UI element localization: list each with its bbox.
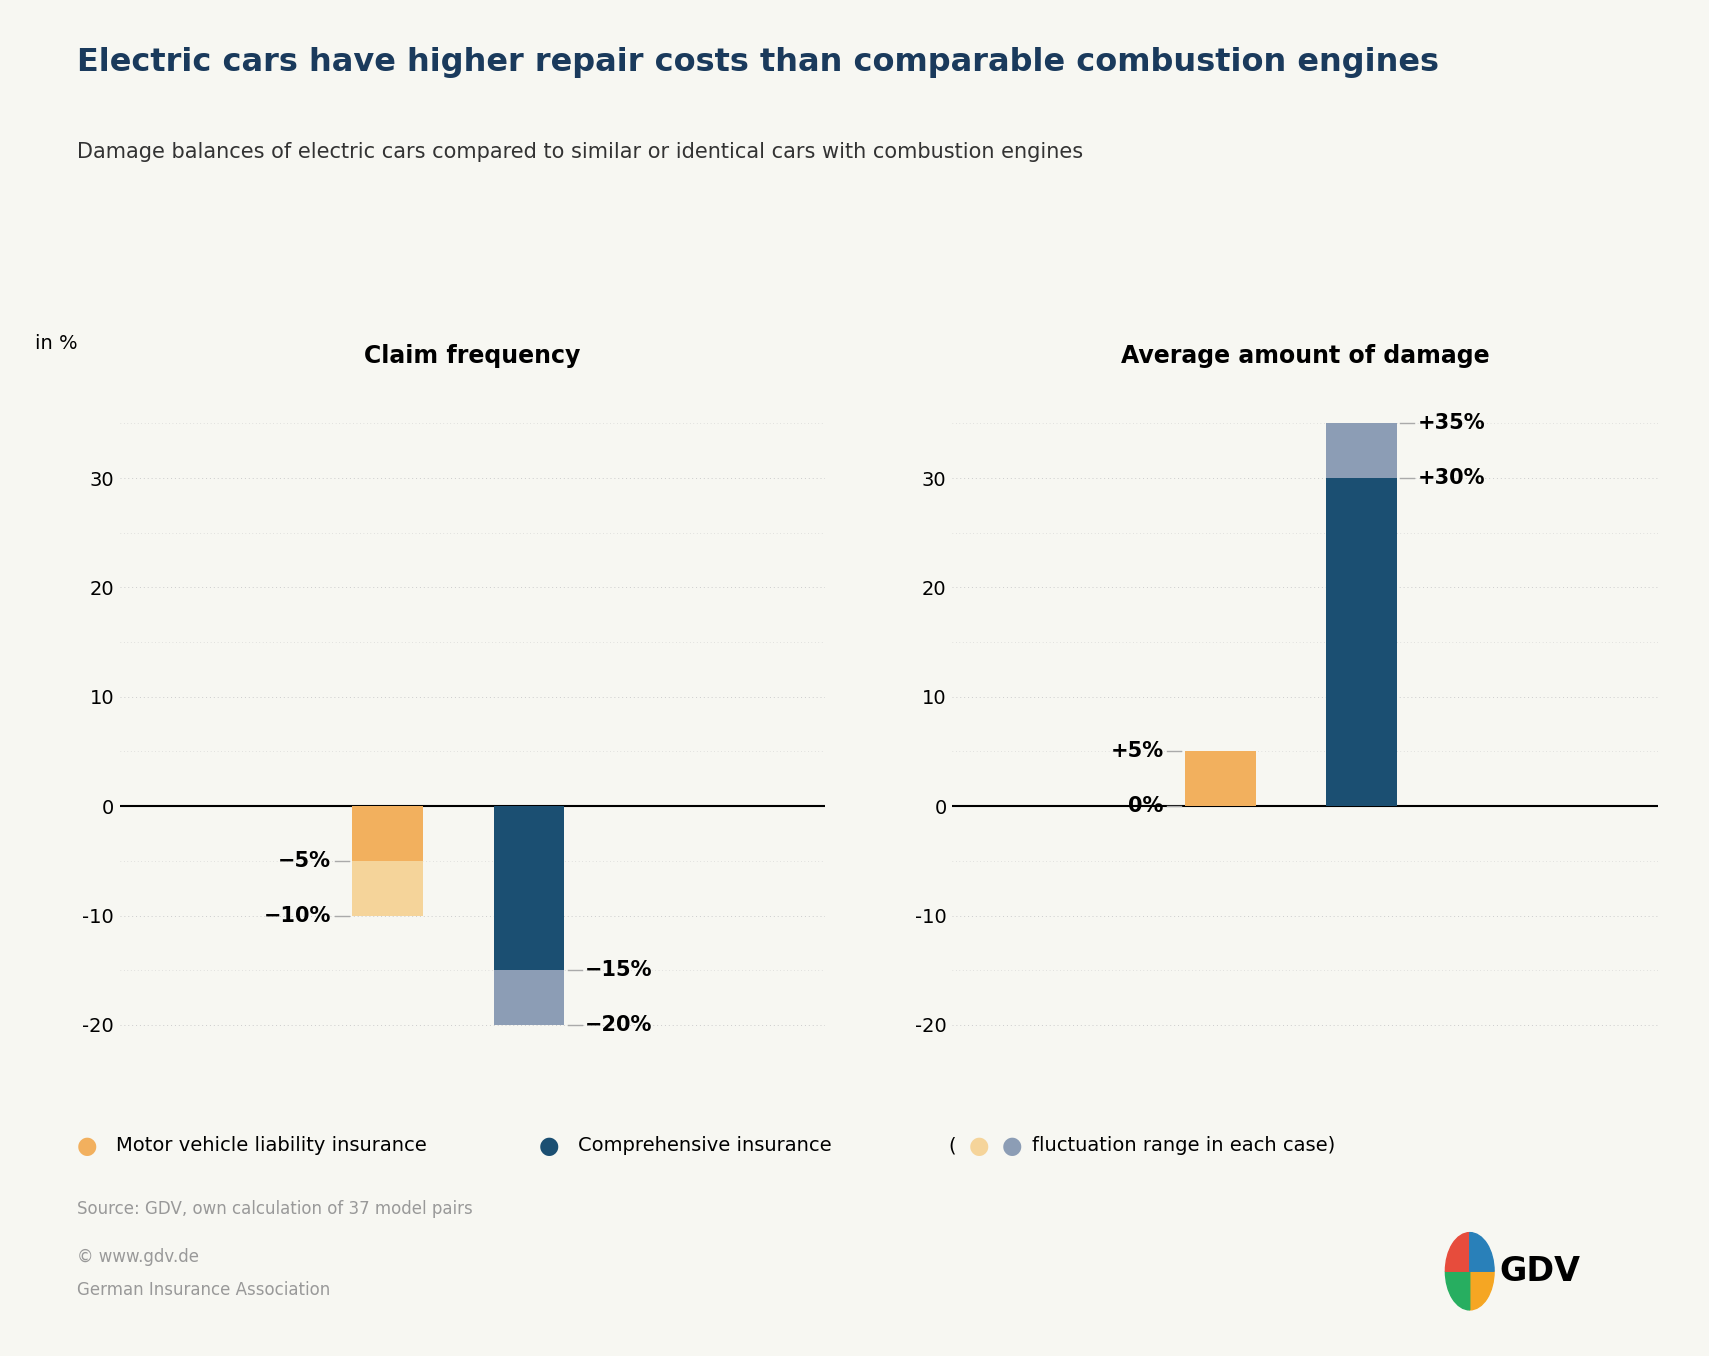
Text: Electric cars have higher repair costs than comparable combustion engines: Electric cars have higher repair costs t… [77,47,1439,79]
Bar [352,807,424,861]
Text: ●: ● [969,1134,990,1158]
Text: GDV: GDV [1499,1254,1581,1288]
Bar [352,861,424,915]
Wedge shape [1470,1272,1494,1310]
Bar [494,807,564,970]
Text: −5%: −5% [279,850,332,871]
Bar [1326,479,1396,807]
Text: Source: GDV, own calculation of 37 model pairs: Source: GDV, own calculation of 37 model… [77,1200,473,1218]
Text: Motor vehicle liability insurance: Motor vehicle liability insurance [116,1136,427,1155]
Text: in %: in % [34,334,77,353]
Text: +35%: +35% [1418,414,1485,434]
Wedge shape [1470,1233,1494,1272]
Bar [1326,423,1396,479]
Text: +30%: +30% [1418,468,1485,488]
Text: Damage balances of electric cars compared to similar or identical cars with comb: Damage balances of electric cars compare… [77,142,1084,163]
Title: Average amount of damage: Average amount of damage [1121,344,1489,367]
Text: ●: ● [538,1134,559,1158]
Text: ●: ● [1001,1134,1022,1158]
Wedge shape [1446,1272,1470,1310]
Text: © www.gdv.de: © www.gdv.de [77,1248,198,1265]
Text: +5%: +5% [1111,742,1164,762]
Text: ●: ● [77,1134,97,1158]
Text: German Insurance Association: German Insurance Association [77,1281,330,1299]
Wedge shape [1446,1233,1470,1272]
Text: fluctuation range in each case): fluctuation range in each case) [1032,1136,1335,1155]
Text: 0%: 0% [1128,796,1164,816]
Bar [1184,751,1256,807]
Text: −20%: −20% [584,1014,653,1035]
Bar [494,970,564,1025]
Text: (: ( [948,1136,955,1155]
Title: Claim frequency: Claim frequency [364,344,581,367]
Text: Comprehensive insurance: Comprehensive insurance [578,1136,831,1155]
Text: −10%: −10% [263,906,332,926]
Text: −15%: −15% [584,960,653,980]
